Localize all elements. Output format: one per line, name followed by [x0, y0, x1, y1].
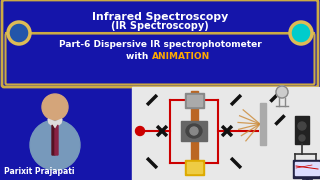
Bar: [132, 87, 320, 180]
Text: (IR Spectroscopy): (IR Spectroscopy): [111, 21, 209, 31]
Bar: [181, 121, 207, 141]
Circle shape: [298, 122, 306, 130]
Text: Part-6 Dispersive IR spectrophotometer: Part-6 Dispersive IR spectrophotometer: [59, 40, 261, 49]
Circle shape: [135, 127, 145, 136]
Bar: [187, 162, 202, 173]
Bar: [295, 116, 309, 144]
Bar: [295, 162, 319, 175]
Bar: [191, 91, 198, 173]
Circle shape: [190, 127, 198, 135]
Text: Parixit Prajapati: Parixit Prajapati: [4, 167, 75, 176]
Bar: [51, 118, 59, 126]
Bar: [185, 160, 204, 175]
Ellipse shape: [186, 124, 202, 138]
Bar: [0, 87, 132, 180]
Text: Infrared Spectroscopy: Infrared Spectroscopy: [92, 12, 228, 22]
FancyBboxPatch shape: [5, 33, 315, 84]
Circle shape: [299, 135, 305, 141]
Bar: [293, 160, 320, 178]
Polygon shape: [55, 125, 58, 155]
Text: ANIMATION: ANIMATION: [152, 52, 210, 61]
Bar: [260, 103, 266, 145]
Circle shape: [42, 94, 68, 120]
FancyBboxPatch shape: [2, 0, 318, 87]
Bar: [187, 95, 202, 106]
Ellipse shape: [30, 120, 80, 170]
Text: with: with: [126, 52, 152, 61]
Circle shape: [290, 22, 312, 44]
Circle shape: [276, 86, 288, 98]
Bar: [185, 93, 204, 108]
Polygon shape: [48, 119, 62, 128]
Polygon shape: [52, 125, 55, 155]
Circle shape: [8, 22, 30, 44]
